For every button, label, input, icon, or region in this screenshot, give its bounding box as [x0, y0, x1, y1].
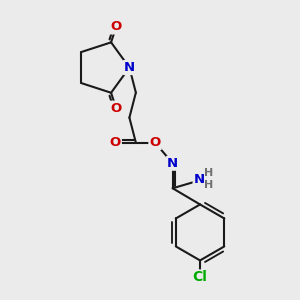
- Text: O: O: [110, 20, 122, 34]
- Text: H: H: [204, 180, 214, 190]
- Text: N: N: [194, 173, 205, 186]
- Text: O: O: [149, 136, 161, 149]
- Text: O: O: [110, 136, 121, 149]
- Text: Cl: Cl: [193, 271, 208, 284]
- Text: O: O: [110, 102, 122, 115]
- Text: H: H: [204, 168, 214, 178]
- Text: N: N: [167, 157, 178, 170]
- Text: N: N: [124, 61, 135, 74]
